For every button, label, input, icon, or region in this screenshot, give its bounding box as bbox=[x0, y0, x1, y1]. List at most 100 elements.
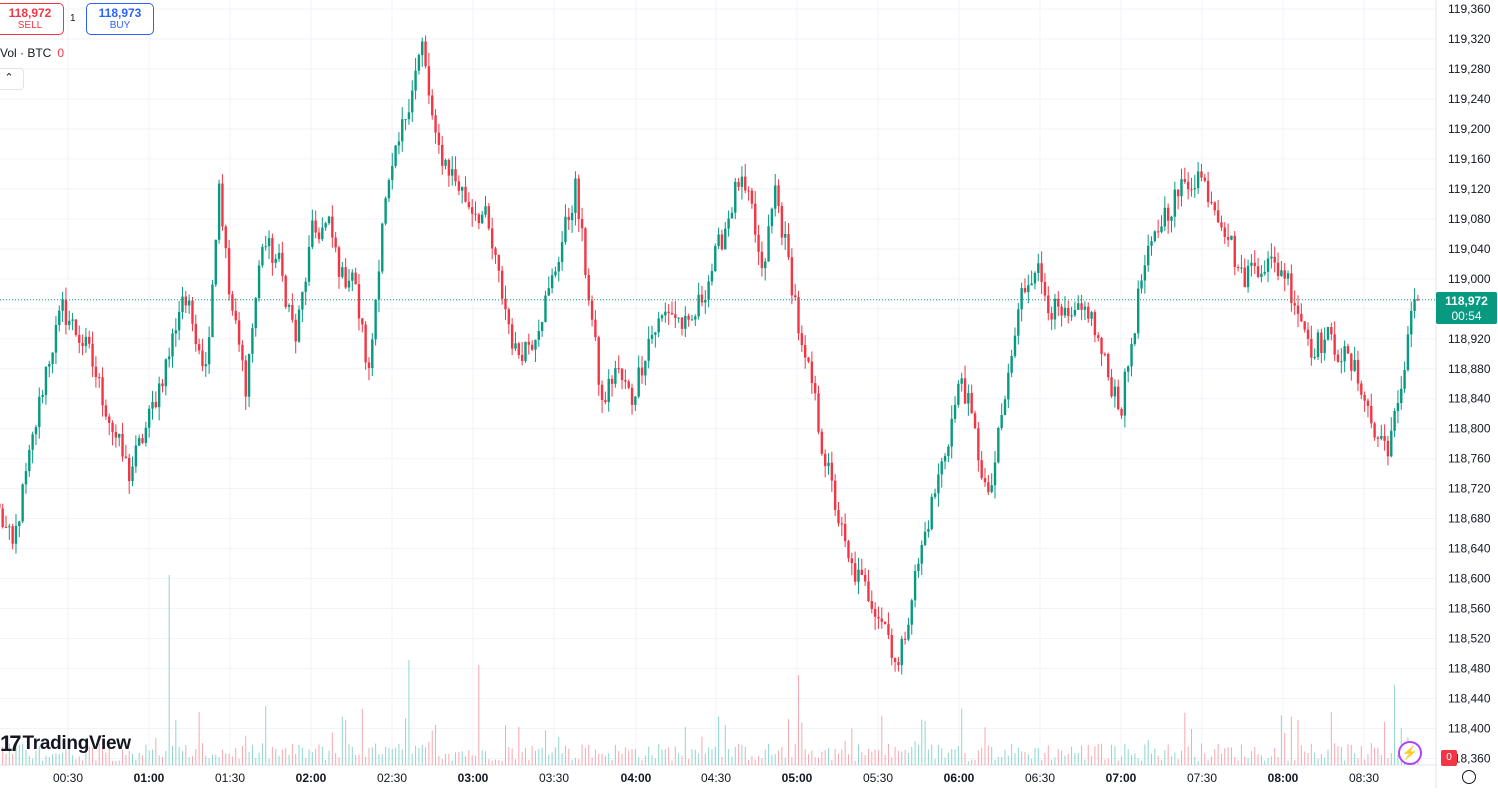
volume-bar bbox=[58, 753, 60, 765]
candle-body bbox=[461, 186, 464, 191]
volume-bar bbox=[1141, 760, 1143, 765]
volume-bar bbox=[981, 747, 983, 765]
volume-bar bbox=[1287, 760, 1289, 765]
volume-bar bbox=[8, 743, 10, 765]
candle-body bbox=[983, 478, 987, 483]
volume-bar bbox=[268, 758, 270, 765]
price-axis-label: 119,120 bbox=[1448, 182, 1491, 196]
volume-bar bbox=[12, 754, 14, 765]
volume-bar bbox=[415, 745, 417, 765]
candle-body bbox=[754, 203, 757, 235]
candle-body bbox=[840, 523, 844, 525]
volume-bar bbox=[1194, 756, 1196, 765]
candle-body bbox=[614, 368, 617, 384]
candle-body bbox=[1150, 241, 1153, 246]
volume-bar bbox=[485, 751, 487, 765]
candle-body bbox=[1283, 270, 1286, 279]
volume-bar bbox=[135, 759, 137, 765]
candle-body bbox=[301, 291, 304, 310]
volume-bar bbox=[1071, 746, 1073, 765]
volume-bar bbox=[1297, 720, 1299, 765]
volume-bar bbox=[1184, 712, 1186, 765]
volume-bar bbox=[1374, 747, 1376, 765]
volume-bar bbox=[1394, 685, 1396, 765]
gear-icon[interactable] bbox=[1462, 770, 1476, 784]
bolt-icon[interactable]: ⚡ bbox=[1398, 741, 1422, 765]
candle-body bbox=[141, 438, 144, 443]
volume-bar bbox=[175, 719, 177, 765]
volume-bar bbox=[758, 755, 760, 765]
volume-bar bbox=[305, 758, 307, 765]
volume-bar bbox=[741, 744, 743, 765]
volume-bar bbox=[308, 749, 310, 765]
volume-bar bbox=[874, 749, 876, 765]
volume-bar bbox=[1277, 757, 1279, 765]
volume-bar bbox=[1111, 744, 1113, 765]
candle-body bbox=[857, 569, 860, 582]
volume-bar bbox=[198, 712, 200, 765]
volume-bar bbox=[421, 744, 423, 765]
candle-body bbox=[950, 418, 953, 447]
time-axis-label: 01:00 bbox=[134, 771, 165, 785]
candle-body bbox=[421, 41, 424, 56]
buy-button[interactable]: 118,973 BUY bbox=[86, 3, 154, 35]
collapse-legend-button[interactable]: ⌃ bbox=[0, 68, 24, 90]
volume-bar bbox=[1387, 758, 1389, 765]
volume-bar bbox=[901, 751, 903, 765]
volume-bar bbox=[142, 755, 144, 765]
volume-bar bbox=[698, 753, 700, 765]
volume-bar bbox=[125, 755, 127, 765]
candle-body bbox=[554, 271, 557, 276]
volume-bar bbox=[668, 747, 670, 765]
candle-body bbox=[714, 246, 717, 272]
candle-body bbox=[610, 378, 614, 384]
volume-bar bbox=[821, 751, 823, 765]
sell-button[interactable]: 118,972 SELL bbox=[0, 3, 64, 35]
volume-bar bbox=[315, 748, 317, 765]
volume-bar bbox=[591, 757, 593, 765]
volume-bar bbox=[828, 747, 829, 765]
candle-body bbox=[1206, 180, 1210, 203]
volume-bar bbox=[1074, 753, 1076, 765]
volume-bar bbox=[934, 758, 936, 765]
volume-bar bbox=[1147, 739, 1149, 765]
candle-body bbox=[1083, 306, 1087, 310]
volume-bar bbox=[584, 747, 586, 765]
volume-bar bbox=[95, 760, 97, 765]
volume-bar bbox=[691, 749, 693, 765]
volume-bar bbox=[1017, 747, 1019, 765]
volume-bar bbox=[1357, 758, 1359, 765]
candle-body bbox=[74, 319, 78, 335]
price-axis-label: 118,920 bbox=[1448, 332, 1491, 346]
candle-body bbox=[44, 366, 48, 396]
bar-countdown: 00:54 bbox=[1451, 309, 1482, 323]
volume-bar bbox=[601, 753, 603, 765]
candle-body bbox=[727, 218, 730, 229]
tradingview-logo[interactable]: 17 TradingView bbox=[0, 731, 131, 756]
candle-body bbox=[967, 392, 970, 404]
candle-body bbox=[124, 456, 128, 458]
candle-body bbox=[317, 232, 321, 240]
volume-bar bbox=[688, 758, 690, 765]
volume-bar bbox=[162, 756, 163, 765]
volume-bar bbox=[495, 759, 496, 765]
volume-bar bbox=[311, 752, 313, 765]
volume-bar bbox=[155, 738, 157, 765]
candle-body bbox=[467, 201, 471, 208]
volume-bar bbox=[328, 750, 330, 765]
candle-body bbox=[331, 216, 334, 238]
candle-body bbox=[1180, 179, 1183, 197]
volume-bar bbox=[991, 746, 993, 765]
candle-body bbox=[470, 207, 474, 214]
candle-body bbox=[1373, 423, 1376, 438]
candle-body bbox=[437, 132, 441, 145]
candle-body bbox=[81, 342, 84, 347]
candle-body bbox=[634, 396, 637, 405]
candle-body bbox=[637, 367, 640, 397]
volume-bar bbox=[1034, 748, 1036, 765]
volume-legend-label: Vol · BTC bbox=[0, 46, 52, 60]
volume-bar bbox=[1214, 749, 1216, 765]
candle-body bbox=[401, 119, 404, 142]
